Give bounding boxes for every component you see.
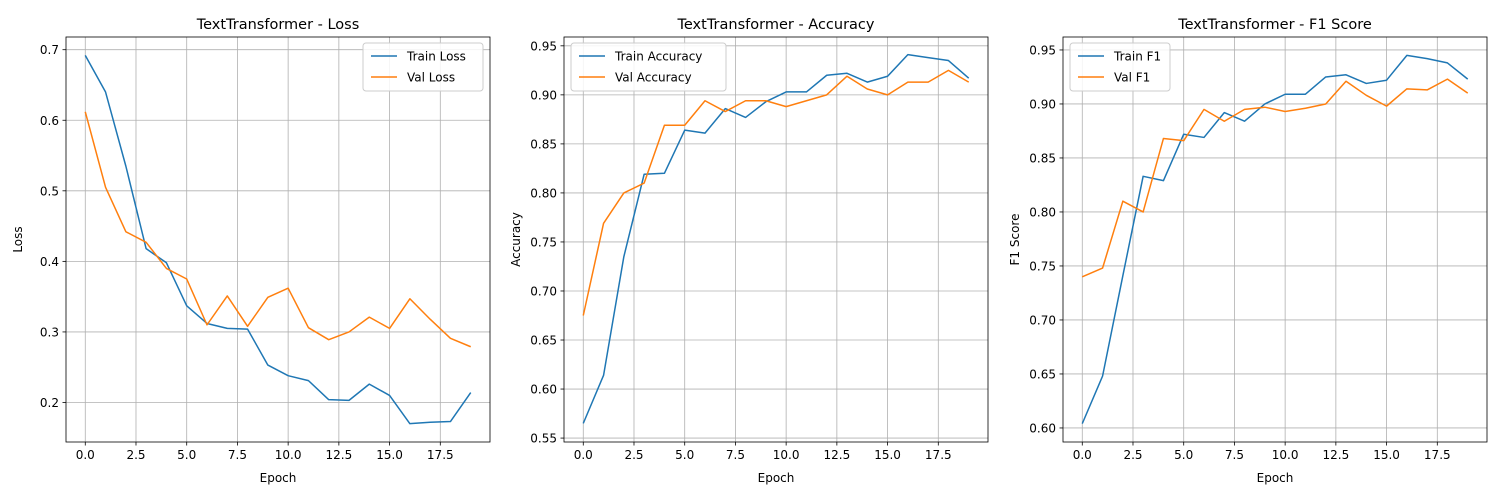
legend-box (1069, 42, 1171, 92)
series-line-train-f1 (1081, 54, 1469, 424)
x-tick-label: 10.0 (773, 448, 800, 462)
x-tick-label: 2.5 (1123, 448, 1142, 462)
y-tick-label: 0.95 (530, 39, 557, 53)
y-tick-label: 0.80 (530, 186, 557, 200)
legend-entry-label: Train Loss (406, 50, 466, 64)
y-axis-label: Loss (11, 226, 25, 252)
chart-panel-3: 0.0 2.5 5.0 7.5 10.0 12.5 15.0 17.5 0.60 0.65 0.70… (1008, 17, 1488, 485)
x-tick-label: 10.0 (1272, 448, 1299, 462)
x-tick-label: 17.5 (925, 448, 952, 462)
x-tick-label: 7.5 (1225, 448, 1244, 462)
legend: Train Accuracy Val Accuracy (570, 42, 727, 92)
y-tick-label: 0.90 (530, 88, 557, 102)
x-tick-label: 7.5 (228, 448, 247, 462)
x-axis-label: Epoch (758, 471, 795, 485)
y-tick-label: 0.60 (1029, 421, 1056, 435)
x-axis-label: Epoch (260, 471, 297, 485)
x-tick-label: 17.5 (1424, 448, 1451, 462)
axes-frame (1062, 36, 1488, 443)
legend: Train F1 Val F1 (1069, 42, 1171, 92)
chart-title: TextTransformer - Accuracy (677, 17, 875, 33)
y-tick-label: 0.4 (40, 255, 59, 269)
chart-panel-2: 0.0 2.5 5.0 7.5 10.0 12.5 15.0 17.5 0.55 0.60 0.65… (509, 17, 989, 485)
legend-box (570, 42, 727, 92)
x-tick-label: 15.0 (1373, 448, 1400, 462)
series-line-train-loss (84, 54, 472, 425)
x-tick-label: 12.5 (326, 448, 353, 462)
y-tick-label: 0.5 (40, 184, 59, 198)
y-tick-label: 0.95 (1029, 43, 1056, 57)
series-line-val-loss (84, 111, 472, 348)
axes-frame (65, 36, 491, 443)
y-axis-label: F1 Score (1008, 214, 1022, 266)
x-tick-label: 12.5 (1323, 448, 1350, 462)
x-tick-label: 15.0 (874, 448, 901, 462)
x-tick-label: 5.0 (1174, 448, 1193, 462)
y-tick-label: 0.3 (40, 325, 59, 339)
x-tick-label: 5.0 (675, 448, 694, 462)
series-line-train-accuracy (582, 53, 970, 424)
x-tick-label: 0.0 (1073, 448, 1092, 462)
series-line-val-accuracy (582, 69, 970, 316)
y-tick-label: 0.85 (1029, 151, 1056, 165)
y-tick-label: 0.55 (530, 432, 557, 446)
y-tick-label: 0.80 (1029, 205, 1056, 219)
y-tick-label: 0.70 (530, 284, 557, 298)
x-tick-label: 17.5 (427, 448, 454, 462)
y-tick-label: 0.90 (1029, 97, 1056, 111)
x-tick-label: 0.0 (76, 448, 95, 462)
y-tick-label: 0.7 (40, 43, 59, 57)
chart-panel-1: 0.0 2.5 5.0 7.5 10.0 12.5 15.0 17.5 0.2 0.3 0.4 0.5… (11, 17, 491, 485)
y-tick-label: 0.75 (1029, 259, 1056, 273)
y-tick-label: 0.60 (530, 383, 557, 397)
x-tick-label: 2.5 (126, 448, 145, 462)
legend-entry-label: Train Accuracy (614, 50, 702, 64)
x-axis-label: Epoch (1257, 471, 1294, 485)
legend-entry-label: Val Accuracy (615, 71, 692, 85)
y-tick-label: 0.2 (40, 396, 59, 410)
y-tick-label: 0.6 (40, 114, 59, 128)
chart-title: TextTransformer - F1 Score (1177, 17, 1372, 33)
series-line-val-f1 (1081, 78, 1469, 278)
x-tick-label: 15.0 (376, 448, 403, 462)
legend-box (362, 42, 484, 92)
x-tick-label: 0.0 (574, 448, 593, 462)
y-tick-label: 0.65 (530, 334, 557, 348)
legend: Train Loss Val Loss (362, 42, 484, 92)
legend-entry-label: Val Loss (407, 71, 455, 85)
legend-entry-label: Train F1 (1113, 50, 1161, 64)
x-tick-label: 7.5 (726, 448, 745, 462)
legend-entry-label: Val F1 (1114, 71, 1150, 85)
y-tick-label: 0.85 (530, 137, 557, 151)
x-tick-label: 12.5 (824, 448, 851, 462)
y-tick-label: 0.70 (1029, 313, 1056, 327)
chart-title: TextTransformer - Loss (196, 17, 360, 33)
x-tick-label: 10.0 (275, 448, 302, 462)
x-tick-label: 5.0 (177, 448, 196, 462)
y-axis-label: Accuracy (509, 212, 523, 267)
x-tick-label: 2.5 (624, 448, 643, 462)
y-tick-label: 0.75 (530, 235, 557, 249)
y-tick-label: 0.65 (1029, 367, 1056, 381)
axes-frame (563, 36, 989, 443)
